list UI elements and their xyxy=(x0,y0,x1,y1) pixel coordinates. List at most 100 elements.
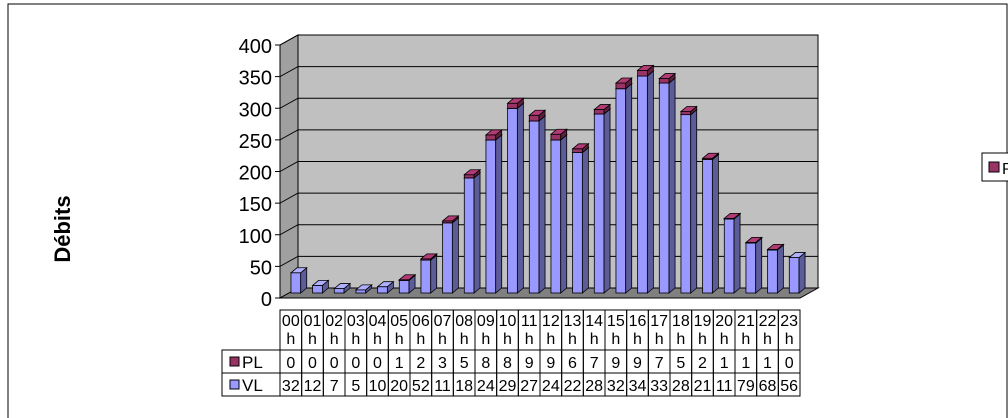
x-tick-label: h xyxy=(785,331,794,348)
bar-vl-10h xyxy=(506,102,525,294)
bar-vl-21h xyxy=(744,237,763,294)
bar-vl-16h xyxy=(636,70,655,294)
bar-pl-14h xyxy=(593,103,612,115)
x-tick-label: h xyxy=(351,331,360,348)
table-cell-value: 9 xyxy=(611,355,620,372)
x-tick-label: h xyxy=(416,331,425,348)
table-cell-value: 9 xyxy=(633,355,642,372)
bar-series-group xyxy=(289,64,807,294)
table-cell-value: 0 xyxy=(286,355,295,372)
bar-pl-12h xyxy=(549,128,568,141)
bar-vl-09h xyxy=(484,134,503,294)
legend-key xyxy=(988,161,1000,173)
x-tick-label: 10 xyxy=(499,313,517,330)
legend-label: PL xyxy=(1002,161,1008,178)
table-cell-value: 33 xyxy=(650,378,668,395)
table-cell-value: 68 xyxy=(759,378,777,395)
table-cell xyxy=(777,372,801,397)
y-axis-title: Débits xyxy=(50,195,75,262)
x-tick-label: 00 xyxy=(282,313,300,330)
table-cell-value: 24 xyxy=(542,378,560,395)
table-cell-value: 1 xyxy=(395,355,404,372)
bar-pl-08h xyxy=(463,168,482,179)
table-cell-value: 12 xyxy=(304,378,322,395)
table-cell-value: 9 xyxy=(546,355,555,372)
table-cell-value: 28 xyxy=(672,378,690,395)
x-tick-label: 15 xyxy=(607,313,625,330)
x-tick-label: h xyxy=(460,331,469,348)
table-cell-value: 0 xyxy=(330,355,339,372)
gridline xyxy=(279,34,818,46)
table-cell-value: 6 xyxy=(568,355,577,372)
x-tick-label: h xyxy=(590,331,599,348)
x-tick-label: 05 xyxy=(390,313,408,330)
x-tick-label: 01 xyxy=(304,313,322,330)
bar-vl-17h xyxy=(658,77,677,294)
table-cell-value: 24 xyxy=(477,378,495,395)
x-tick-label: 17 xyxy=(650,313,668,330)
y-tick-label: 400 xyxy=(239,36,272,58)
bar-pl-15h xyxy=(614,77,633,90)
table-cell-value: 0 xyxy=(785,355,794,372)
table-row-label: PL xyxy=(242,353,263,372)
bar-vl-06h xyxy=(419,254,438,294)
x-tick-label: h xyxy=(286,331,295,348)
table-cell-value: 32 xyxy=(607,378,625,395)
bar-pl-11h xyxy=(528,109,547,122)
x-tick-label: 20 xyxy=(715,313,733,330)
x-tick-label: h xyxy=(481,331,490,348)
table-cell-value: 22 xyxy=(564,378,582,395)
bar-pl-18h xyxy=(679,105,698,116)
table-cell-value: 2 xyxy=(698,355,707,372)
bar-pl-10h xyxy=(506,97,525,110)
x-tick-label: h xyxy=(330,331,339,348)
table-cell-value: 20 xyxy=(390,378,408,395)
bar-vl-18h xyxy=(679,108,698,294)
bar-vl-04h xyxy=(376,280,395,294)
bar-pl-05h xyxy=(398,273,417,282)
bar-vl-00h xyxy=(289,266,308,294)
bar-vl-02h xyxy=(333,282,352,294)
bar-vl-12h xyxy=(549,134,568,294)
table-cell-value: 7 xyxy=(655,355,664,372)
table-legend-key xyxy=(229,356,240,367)
bar-vl-23h xyxy=(788,251,807,294)
y-tick-label: 100 xyxy=(239,226,272,248)
table-cell-value: 0 xyxy=(308,355,317,372)
bar-pl-13h xyxy=(571,142,590,154)
table-cell-value: 79 xyxy=(737,378,755,395)
table-cell-value: 0 xyxy=(351,355,360,372)
bar-vl-19h xyxy=(701,153,720,294)
x-tick-label: 02 xyxy=(325,313,343,330)
table-cell-value: 5 xyxy=(460,355,469,372)
table-cell-value: 28 xyxy=(585,378,603,395)
data-table: 00h01h02h03h04h05h06h07h08h09h10h11h12h1… xyxy=(221,309,801,397)
x-tick-label: 22 xyxy=(759,313,777,330)
bar-vl-14h xyxy=(593,108,612,294)
bar-pl-21h xyxy=(744,236,763,244)
x-tick-label: 13 xyxy=(564,313,582,330)
table-cell-value: 32 xyxy=(282,378,300,395)
x-tick-label: 07 xyxy=(434,313,452,330)
table-cell-value: 18 xyxy=(455,378,473,395)
table-cell-value: 10 xyxy=(369,378,387,395)
bar-vl-15h xyxy=(614,82,633,294)
table-cell-value: 11 xyxy=(434,378,451,395)
table-cell-value: 5 xyxy=(676,355,685,372)
bar-vl-11h xyxy=(528,115,547,294)
table-cell-value: 29 xyxy=(499,378,517,395)
table-cell-value: 11 xyxy=(716,378,733,395)
table-legend-key xyxy=(229,379,240,390)
table-cell-value: 27 xyxy=(520,378,538,395)
x-tick-label: h xyxy=(568,331,577,348)
table-cell-value: 9 xyxy=(525,355,534,372)
x-tick-label: h xyxy=(698,331,707,348)
table-cell-value: 1 xyxy=(763,355,772,372)
x-tick-label: 12 xyxy=(542,313,560,330)
y-tick-label: 250 xyxy=(239,131,272,153)
table-cell-value: 8 xyxy=(503,355,512,372)
x-tick-label: 18 xyxy=(672,313,690,330)
x-tick-label: 04 xyxy=(369,313,387,330)
x-tick-label: 11 xyxy=(521,313,538,330)
bar-vl-20h xyxy=(723,213,742,294)
